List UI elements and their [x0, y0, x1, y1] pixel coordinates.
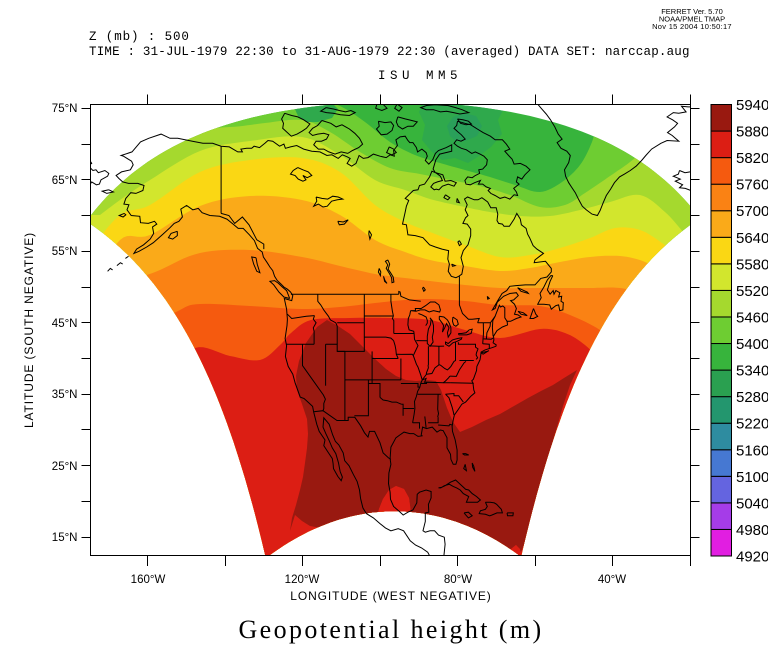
svg-text:Geopotential height (m): Geopotential height (m) [238, 615, 543, 644]
svg-text:35°N: 35°N [52, 389, 78, 401]
svg-text:5880: 5880 [736, 124, 768, 141]
svg-text:LONGITUDE (WEST NEGATIVE): LONGITUDE (WEST NEGATIVE) [290, 589, 491, 603]
svg-text:Z (mb) : 500: Z (mb) : 500 [89, 30, 190, 44]
svg-text:ISU MM5: ISU MM5 [378, 69, 462, 83]
svg-text:TIME : 31-JUL-1979 22:30 to 31: TIME : 31-JUL-1979 22:30 to 31-AUG-1979 … [89, 45, 690, 59]
svg-text:5220: 5220 [736, 416, 768, 433]
svg-text:65°N: 65°N [52, 175, 78, 187]
svg-text:5460: 5460 [736, 310, 768, 327]
svg-text:5640: 5640 [736, 230, 768, 247]
svg-text:Nov 15 2004 10:50:17: Nov 15 2004 10:50:17 [652, 22, 732, 31]
svg-text:5760: 5760 [736, 177, 768, 194]
svg-text:75°N: 75°N [52, 103, 78, 115]
svg-text:FERRET Ver. 5.70: FERRET Ver. 5.70 [661, 7, 723, 16]
svg-text:5400: 5400 [736, 336, 768, 353]
svg-text:LATITUDE (SOUTH NEGATIVE): LATITUDE (SOUTH NEGATIVE) [22, 232, 36, 428]
svg-text:120°W: 120°W [285, 574, 320, 586]
svg-text:4920: 4920 [736, 549, 768, 566]
svg-text:NOAA/PMEL TMAP: NOAA/PMEL TMAP [659, 15, 725, 24]
svg-text:5820: 5820 [736, 150, 768, 167]
svg-text:5520: 5520 [736, 283, 768, 300]
svg-text:15°N: 15°N [52, 532, 78, 544]
svg-text:80°W: 80°W [444, 574, 472, 586]
svg-text:55°N: 55°N [52, 246, 78, 258]
svg-text:25°N: 25°N [52, 461, 78, 473]
svg-text:45°N: 45°N [52, 318, 78, 330]
svg-text:40°W: 40°W [598, 574, 626, 586]
svg-text:4980: 4980 [736, 522, 768, 539]
svg-text:5580: 5580 [736, 256, 768, 273]
svg-text:5940: 5940 [736, 97, 768, 114]
svg-text:5160: 5160 [736, 442, 768, 459]
svg-text:5280: 5280 [736, 389, 768, 406]
svg-text:160°W: 160°W [131, 574, 166, 586]
svg-text:5040: 5040 [736, 495, 768, 512]
svg-text:5340: 5340 [736, 363, 768, 380]
svg-text:5100: 5100 [736, 469, 768, 486]
svg-text:5700: 5700 [736, 203, 768, 220]
